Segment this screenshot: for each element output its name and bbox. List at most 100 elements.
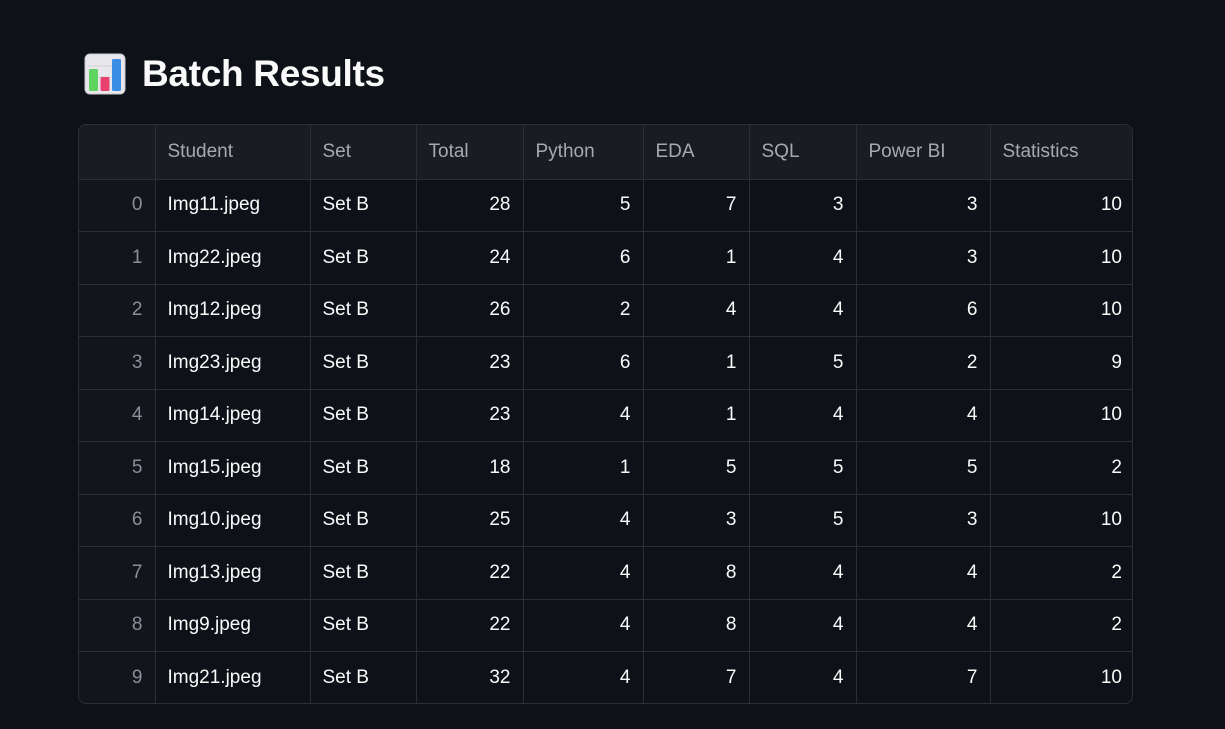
column-header-index[interactable] (79, 125, 156, 180)
cell-total[interactable]: 22 (416, 546, 524, 600)
cell-total[interactable]: 28 (416, 179, 524, 232)
column-header-total[interactable]: Total (416, 125, 524, 180)
cell-total[interactable]: 25 (416, 494, 524, 547)
column-header-statistics[interactable]: Statistics (990, 125, 1132, 180)
results-dataframe[interactable]: Student Set Total Python EDA SQL Power BI Stati… (78, 124, 1133, 704)
cell-total[interactable]: 18 (416, 441, 524, 495)
cell-sql[interactable]: 3 (749, 179, 857, 232)
table-row[interactable]: 2 Img12.jpeg Set B 26 2 4 4 6 10 (79, 284, 1132, 337)
cell-statistics[interactable]: 2 (990, 441, 1132, 495)
cell-powerbi[interactable]: 2 (856, 336, 991, 390)
cell-set[interactable]: Set B (310, 179, 417, 232)
cell-total[interactable]: 24 (416, 231, 524, 285)
cell-statistics[interactable]: 9 (990, 336, 1132, 390)
cell-eda[interactable]: 8 (643, 546, 750, 600)
cell-set[interactable]: Set B (310, 441, 417, 495)
cell-total[interactable]: 23 (416, 336, 524, 390)
cell-set[interactable]: Set B (310, 336, 417, 390)
table-row[interactable]: 9 Img21.jpeg Set B 32 4 7 4 7 10 (79, 651, 1132, 703)
column-header-eda[interactable]: EDA (643, 125, 750, 180)
cell-sql[interactable]: 4 (749, 546, 857, 600)
table-row[interactable]: 3 Img23.jpeg Set B 23 6 1 5 2 9 (79, 336, 1132, 390)
cell-eda[interactable]: 7 (643, 651, 750, 703)
cell-powerbi[interactable]: 3 (856, 179, 991, 232)
cell-statistics[interactable]: 10 (990, 389, 1132, 442)
cell-python[interactable]: 6 (523, 336, 644, 390)
cell-student[interactable]: Img9.jpeg (155, 599, 311, 652)
cell-eda[interactable]: 4 (643, 284, 750, 337)
cell-sql[interactable]: 4 (749, 284, 857, 337)
cell-sql[interactable]: 4 (749, 389, 857, 442)
cell-eda[interactable]: 8 (643, 599, 750, 652)
cell-sql[interactable]: 5 (749, 441, 857, 495)
cell-python[interactable]: 4 (523, 651, 644, 703)
cell-powerbi[interactable]: 5 (856, 441, 991, 495)
cell-student[interactable]: Img13.jpeg (155, 546, 311, 600)
cell-python[interactable]: 6 (523, 231, 644, 285)
cell-python[interactable]: 2 (523, 284, 644, 337)
cell-python[interactable]: 4 (523, 494, 644, 547)
cell-set[interactable]: Set B (310, 231, 417, 285)
cell-student[interactable]: Img21.jpeg (155, 651, 311, 703)
cell-student[interactable]: Img23.jpeg (155, 336, 311, 390)
cell-set[interactable]: Set B (310, 599, 417, 652)
cell-student[interactable]: Img15.jpeg (155, 441, 311, 495)
cell-powerbi[interactable]: 6 (856, 284, 991, 337)
column-header-sql[interactable]: SQL (749, 125, 857, 180)
cell-powerbi[interactable]: 3 (856, 231, 991, 285)
cell-statistics[interactable]: 10 (990, 179, 1132, 232)
cell-statistics[interactable]: 2 (990, 599, 1132, 652)
cell-python[interactable]: 4 (523, 389, 644, 442)
cell-student[interactable]: Img14.jpeg (155, 389, 311, 442)
cell-set[interactable]: Set B (310, 651, 417, 703)
column-header-python[interactable]: Python (523, 125, 644, 180)
cell-sql[interactable]: 5 (749, 494, 857, 547)
table-row[interactable]: 0 Img11.jpeg Set B 28 5 7 3 3 10 (79, 179, 1132, 232)
cell-python[interactable]: 5 (523, 179, 644, 232)
table-row[interactable]: 5 Img15.jpeg Set B 18 1 5 5 5 2 (79, 441, 1132, 495)
cell-statistics[interactable]: 10 (990, 284, 1132, 337)
cell-powerbi[interactable]: 3 (856, 494, 991, 547)
cell-powerbi[interactable]: 4 (856, 389, 991, 442)
cell-python[interactable]: 4 (523, 546, 644, 600)
cell-set[interactable]: Set B (310, 494, 417, 547)
cell-eda[interactable]: 1 (643, 231, 750, 285)
table-row[interactable]: 8 Img9.jpeg Set B 22 4 8 4 4 2 (79, 599, 1132, 652)
table-row[interactable]: 7 Img13.jpeg Set B 22 4 8 4 4 2 (79, 546, 1132, 600)
cell-powerbi[interactable]: 4 (856, 546, 991, 600)
cell-statistics[interactable]: 10 (990, 231, 1132, 285)
cell-set[interactable]: Set B (310, 389, 417, 442)
cell-eda[interactable]: 5 (643, 441, 750, 495)
cell-sql[interactable]: 4 (749, 231, 857, 285)
cell-statistics[interactable]: 2 (990, 546, 1132, 600)
cell-python[interactable]: 1 (523, 441, 644, 495)
cell-student[interactable]: Img12.jpeg (155, 284, 311, 337)
cell-eda[interactable]: 7 (643, 179, 750, 232)
cell-sql[interactable]: 5 (749, 336, 857, 390)
cell-total[interactable]: 22 (416, 599, 524, 652)
column-header-set[interactable]: Set (310, 125, 417, 180)
cell-statistics[interactable]: 10 (990, 494, 1132, 547)
cell-python[interactable]: 4 (523, 599, 644, 652)
cell-eda[interactable]: 1 (643, 389, 750, 442)
table-row[interactable]: 4 Img14.jpeg Set B 23 4 1 4 4 10 (79, 389, 1132, 442)
cell-eda[interactable]: 1 (643, 336, 750, 390)
cell-powerbi[interactable]: 7 (856, 651, 991, 703)
cell-total[interactable]: 23 (416, 389, 524, 442)
cell-powerbi[interactable]: 4 (856, 599, 991, 652)
cell-total[interactable]: 26 (416, 284, 524, 337)
cell-total[interactable]: 32 (416, 651, 524, 703)
cell-student[interactable]: Img10.jpeg (155, 494, 311, 547)
cell-eda[interactable]: 3 (643, 494, 750, 547)
cell-set[interactable]: Set B (310, 546, 417, 600)
cell-sql[interactable]: 4 (749, 599, 857, 652)
cell-student[interactable]: Img22.jpeg (155, 231, 311, 285)
column-header-student[interactable]: Student (155, 125, 311, 180)
column-header-powerbi[interactable]: Power BI (856, 125, 991, 180)
cell-sql[interactable]: 4 (749, 651, 857, 703)
table-row[interactable]: 1 Img22.jpeg Set B 24 6 1 4 3 10 (79, 231, 1132, 285)
cell-set[interactable]: Set B (310, 284, 417, 337)
cell-student[interactable]: Img11.jpeg (155, 179, 311, 232)
table-row[interactable]: 6 Img10.jpeg Set B 25 4 3 5 3 10 (79, 494, 1132, 547)
cell-statistics[interactable]: 10 (1100, 667, 1122, 688)
